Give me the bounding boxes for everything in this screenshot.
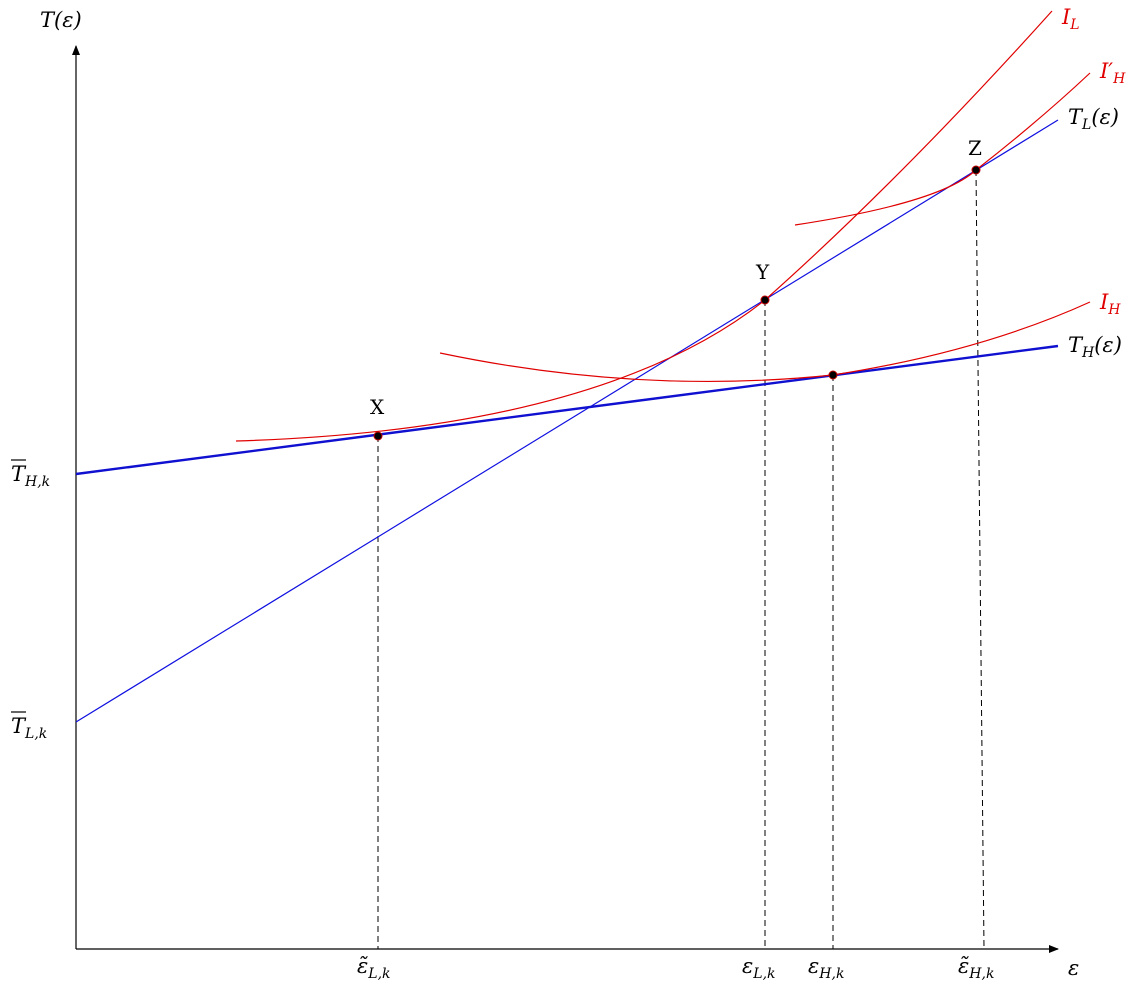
curve-label-i-l: IL	[1061, 5, 1080, 33]
drop-line-z	[975, 169, 985, 950]
y-tick-t-l-k: TL,k	[11, 711, 47, 742]
svg-text:TH,k: TH,k	[11, 462, 50, 490]
curve-label-t-h: TH(ε)	[1068, 333, 1122, 361]
x-tick-eps-h-k: εH,k	[808, 954, 844, 982]
tariff-line-high	[75, 344, 1059, 476]
point-h	[828, 370, 838, 380]
point-z	[971, 165, 981, 175]
svg-text:TL,k: TL,k	[11, 714, 47, 742]
x-axis-label: ε	[1068, 956, 1079, 980]
tariff-line-low	[75, 119, 1059, 723]
curve-label-i-h-prime: I′H	[1099, 59, 1126, 87]
y-tick-t-h-k: TH,k	[11, 459, 50, 490]
point-x-label: X	[370, 395, 385, 419]
point-x	[373, 431, 383, 441]
x-tick-eps-l-k: εL,k	[742, 954, 776, 982]
y-axis-label: T(ε)	[40, 8, 82, 32]
indifference-curve-high	[439, 301, 1091, 383]
x-tick-eps-tilde-l-k: ε̃L,k	[357, 954, 391, 982]
curve-label-i-h: IH	[1099, 290, 1121, 318]
indifference-curve-low	[235, 10, 1053, 442]
curve-label-t-l: TL(ε)	[1068, 105, 1119, 133]
indifference-curve-high-prime	[794, 72, 1091, 226]
point-z-label: Z	[968, 136, 982, 160]
x-tick-eps-tilde-h-k: ε̃H,k	[958, 954, 994, 982]
point-y-label: Y	[755, 260, 770, 284]
point-y	[760, 295, 770, 305]
